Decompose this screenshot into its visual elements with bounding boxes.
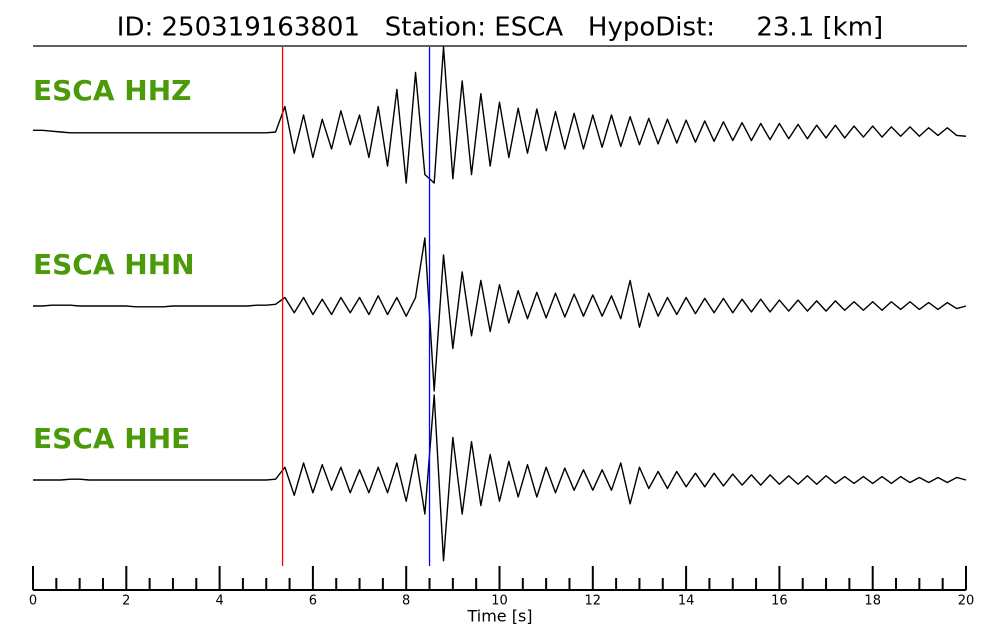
x-tick-label: 0 <box>29 594 37 609</box>
x-tick-label: 20 <box>958 594 975 609</box>
x-tick-label: 18 <box>864 594 881 609</box>
waveform <box>33 394 967 562</box>
x-axis-label: Time [s] <box>466 607 532 626</box>
x-tick-label: 12 <box>585 594 602 609</box>
x-tick-label: 10 <box>491 594 508 609</box>
waveform <box>33 46 967 184</box>
channel-label: ESCA HHN <box>33 248 195 281</box>
channel-label: ESCA HHZ <box>33 74 191 107</box>
x-tick-label: 14 <box>678 594 695 609</box>
x-tick-label: 6 <box>309 594 317 609</box>
x-tick-label: 2 <box>122 594 130 609</box>
chart-title: ID: 250319163801 Station: ESCA HypoDist:… <box>117 13 883 43</box>
x-tick-label: 16 <box>771 594 788 609</box>
x-tick-label: 4 <box>215 594 223 609</box>
waveform <box>33 237 967 392</box>
channel-label: ESCA HHE <box>33 422 190 455</box>
x-tick-label: 8 <box>402 594 410 609</box>
